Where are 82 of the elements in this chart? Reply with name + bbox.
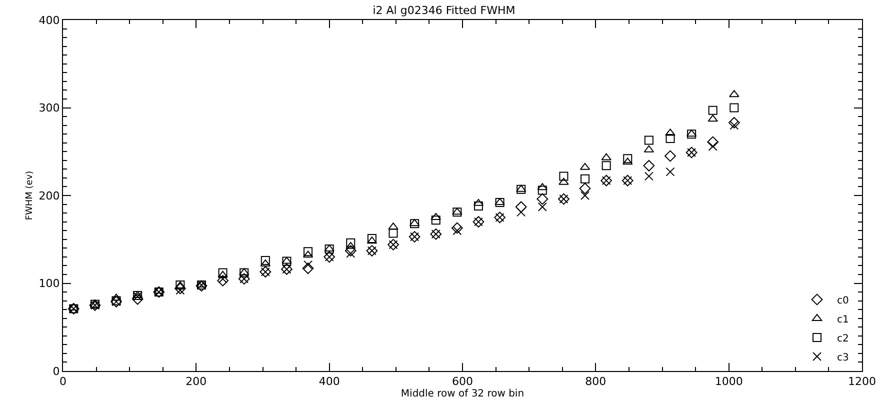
chart-title: i2 Al g02346 Fitted FWHM: [372, 4, 516, 17]
point: [708, 142, 718, 151]
point: [643, 160, 655, 172]
y-tick-label: 100: [38, 277, 60, 290]
x-axis-title: Middle row of 32 row bin: [400, 388, 524, 400]
point: [217, 274, 228, 286]
point: [367, 234, 376, 243]
point: [346, 248, 356, 258]
point: [516, 184, 526, 194]
point: [240, 268, 249, 278]
point: [515, 201, 527, 213]
point: [388, 228, 398, 238]
point: [304, 247, 313, 256]
point: [302, 262, 314, 274]
point: [644, 136, 654, 145]
point: [558, 178, 569, 185]
point: [68, 303, 79, 310]
point: [730, 120, 739, 130]
point: [410, 219, 420, 228]
point: [730, 103, 739, 112]
x-tick-label: 800: [585, 375, 606, 388]
y-tick-label: 300: [38, 102, 60, 115]
point: [324, 244, 334, 254]
point: [708, 106, 718, 115]
point: [729, 90, 740, 98]
point: [536, 193, 548, 205]
point: [602, 161, 611, 170]
y-tick-label: 0: [52, 364, 60, 378]
x-tick-label: 1000: [714, 375, 743, 388]
point: [452, 208, 462, 215]
point: [665, 128, 676, 136]
legend-label: c2: [837, 333, 849, 344]
point: [218, 268, 228, 278]
point: [260, 256, 270, 265]
point: [666, 134, 675, 143]
point: [111, 294, 122, 301]
x-tick-label: 600: [452, 375, 473, 388]
point: [538, 202, 547, 212]
point: [622, 158, 633, 165]
point: [687, 130, 696, 139]
point: [154, 286, 164, 294]
point: [430, 212, 441, 220]
legend-label: c0: [837, 295, 849, 306]
point: [580, 174, 590, 184]
y-tick-label: 200: [38, 189, 60, 202]
point: [452, 208, 462, 217]
x-tick-label: 400: [318, 375, 340, 388]
point: [707, 136, 719, 148]
point: [346, 238, 356, 248]
point: [344, 245, 356, 256]
point: [495, 198, 504, 208]
point: [304, 260, 313, 270]
point: [664, 150, 676, 162]
point: [452, 226, 462, 236]
point: [728, 116, 740, 128]
x-tick-label: 1200: [848, 375, 876, 388]
point: [580, 191, 590, 200]
point: [538, 186, 547, 195]
point: [431, 216, 440, 225]
x-tick-label: 200: [186, 375, 207, 388]
point: [132, 293, 144, 305]
point: [218, 270, 228, 278]
point: [579, 182, 591, 194]
point: [644, 172, 654, 181]
y-tick-label: 400: [38, 14, 60, 27]
legend-label: c3: [837, 352, 849, 364]
point: [346, 242, 356, 249]
y-axis-title: FWHM (ev): [25, 170, 36, 220]
point: [623, 154, 632, 164]
point: [559, 172, 568, 181]
point: [666, 167, 675, 176]
point: [451, 222, 463, 234]
point: [282, 256, 292, 264]
point: [174, 282, 186, 294]
legend-label: c1: [837, 314, 849, 326]
point: [282, 256, 292, 266]
point: [474, 202, 483, 211]
point: [324, 244, 334, 252]
point: [388, 222, 398, 230]
point: [601, 153, 612, 160]
point: [494, 198, 505, 206]
point: [708, 114, 718, 122]
